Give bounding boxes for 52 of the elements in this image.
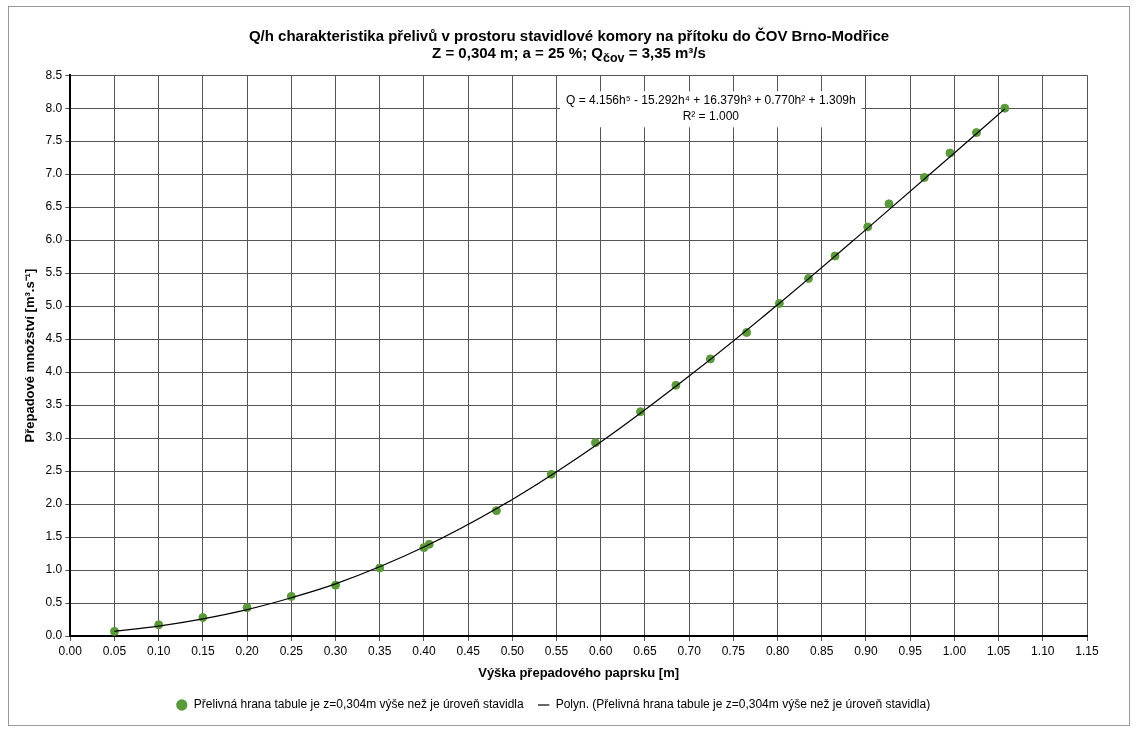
x-tick-label: 0.65 [633,643,657,658]
y-tick-label: 6.5 [45,199,63,214]
y-tick-label: 6.0 [45,232,63,247]
chart-title: Q/h charakteristika přelivů v prostoru stavidlové komory na přítoku do ČOV Brno-Modřice [247,27,891,44]
legend-label: Přelivná hrana tabule je z=0,304m výše než je úroveň stavidla [193,697,524,712]
x-tick-label: 0.90 [854,643,878,658]
x-tick-label: 0.40 [412,643,436,658]
y-tick-label: 3.0 [45,430,63,445]
x-tick-label: 0.20 [235,643,260,658]
x-tick-label: 0.75 [721,643,746,658]
y-tick-label: 5.5 [45,265,63,280]
legend-label: Polyn. (Přelivná hrana tabule je z=0,304m výše než je úroveň stavidla) [555,697,931,712]
y-tick-label: 1.0 [45,562,63,577]
y-tick-label: 5.0 [45,298,63,313]
x-tick-label: 1.15 [1075,643,1099,658]
point [1000,103,1010,113]
x-tick-label: 0.85 [810,643,834,658]
y-tick-label: 2.5 [45,463,63,478]
y-tick-label: 4.0 [45,364,63,379]
x-tick-label: 0.25 [279,643,304,658]
x-tick-label: 1.10 [1031,643,1055,658]
x-tick-label: 0.45 [456,643,481,658]
x-tick-label: 1.05 [986,643,1011,658]
y-tick-label: 7.0 [45,166,63,181]
x-tick-label: 0.15 [191,643,215,658]
y-tick-label: 7.5 [45,133,63,148]
x-tick-label: 0.55 [544,643,569,658]
x-tick-label: 0.95 [898,643,923,658]
y-tick-label: 0.5 [45,595,63,610]
y-axis-title: Přepadové množství [m³.s⁻¹] [22,268,38,443]
x-tick-label: 1.00 [942,643,967,658]
y-tick-label: 1.5 [45,529,63,544]
x-tick-label: 0.70 [677,643,702,658]
x-tick-label: 0.35 [368,643,392,658]
y-tick-label: 2.0 [45,496,63,511]
x-axis-title: Výška přepadového paprsku [m] [478,664,680,680]
y-tick-label: 8.5 [45,67,63,82]
x-tick-label: 0.05 [102,643,127,658]
y-tick-label: 3.5 [45,397,63,412]
x-tick-label: 0.80 [765,643,790,658]
point [884,199,894,209]
annotation: Q = 4.156h⁵ - 15.292h⁴ + 16.379h³ + 0.770h² + 1.309h [565,92,856,107]
y-tick-label: 0.0 [45,628,63,643]
y-tick-label: 8.0 [45,100,63,115]
x-tick-label: 0.00 [58,643,83,658]
x-tick-label: 0.30 [323,643,348,658]
x-tick-label: 0.10 [147,643,171,658]
chart-subtitle: Z = 0,304 m; a = 25 %; Q$_{čov}$ = 3,35 m³/s [431,44,707,65]
x-tick-label: 0.60 [589,643,613,658]
annotation: R² = 1.000 [682,108,740,123]
y-tick-label: 4.5 [45,331,63,346]
x-tick-label: 0.50 [500,643,525,658]
